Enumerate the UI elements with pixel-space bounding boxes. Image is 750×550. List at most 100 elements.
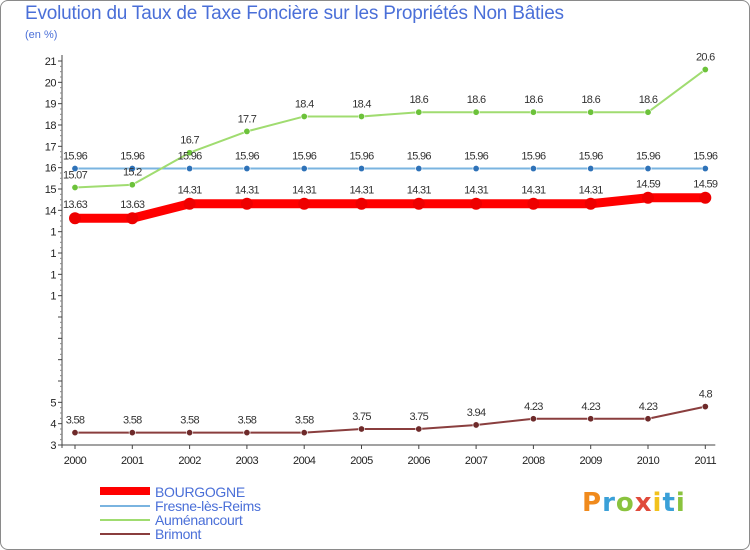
data-label-fresne-les-reims: 15.96 [407,151,432,163]
y-tick-label: 20 [45,77,57,89]
data-label-aumenancourt: 16.7 [180,135,199,147]
data-point-aumenancourt [357,112,365,120]
x-tick-label: 2008 [522,455,545,467]
x-tick-label: 2011 [694,455,716,467]
data-label-bourgogne: 14.59 [636,179,661,191]
data-point-bourgogne [240,197,253,210]
logo-letter: o [615,488,635,518]
data-point-brimont [243,429,251,437]
y-tick-label: 3 [50,440,56,452]
data-label-aumenancourt: 18.6 [524,94,543,106]
data-point-fresne-les-reims [415,165,423,173]
y-tick-label: 16 [45,163,57,175]
data-label-bourgogne: 13.63 [120,199,145,211]
data-label-bourgogne: 14.31 [521,185,546,197]
y-tick-label: 14 [45,205,57,217]
data-label-fresne-les-reims: 15.96 [693,151,718,163]
data-point-aumenancourt [71,184,79,192]
data-point-brimont [357,425,365,433]
data-point-brimont [415,425,423,433]
data-point-fresne-les-reims [529,165,537,173]
data-label-fresne-les-reims: 15.96 [349,151,374,163]
data-point-fresne-les-reims [644,165,652,173]
legend-label-brimont: Brimont [155,526,202,542]
series-line-brimont [74,405,707,434]
data-point-fresne-les-reims [186,165,194,173]
data-label-bourgogne: 14.31 [579,185,604,197]
data-point-fresne-les-reims [472,165,480,173]
data-label-fresne-les-reims: 15.96 [120,151,145,163]
logo-letter: t [662,488,676,518]
data-label-bourgogne: 14.31 [464,185,489,197]
data-label-brimont: 4.23 [581,401,600,413]
legend-swatch-bourgogne [100,487,150,495]
y-tick-label: 1 [50,248,56,260]
y-tick-label: 5 [50,397,56,409]
data-label-fresne-les-reims: 15.96 [292,151,317,163]
data-label-brimont: 3.75 [409,411,428,423]
data-label-aumenancourt: 18.4 [352,98,371,110]
data-point-brimont [186,429,194,437]
data-point-aumenancourt [415,108,423,116]
x-tick-label: 2009 [579,455,602,467]
data-label-aumenancourt: 15.2 [123,167,142,179]
data-point-bourgogne [183,197,196,210]
data-label-bourgogne: 14.31 [292,185,317,197]
data-point-bourgogne [126,212,139,225]
data-point-brimont [300,429,308,437]
data-point-fresne-les-reims [357,165,365,173]
logo-letter: x [634,488,653,518]
data-point-bourgogne [584,197,597,210]
data-label-brimont: 4.23 [639,401,658,413]
series-line-aumenancourt [74,68,707,189]
x-tick-label: 2007 [465,455,488,467]
x-tick-label: 2001 [121,455,144,467]
data-point-bourgogne [412,197,425,210]
data-label-aumenancourt: 18.6 [639,94,658,106]
legend-swatch-aumenancourt [100,519,150,521]
data-point-fresne-les-reims [128,165,136,173]
data-point-aumenancourt [128,181,136,189]
data-point-fresne-les-reims [243,165,251,173]
data-point-bourgogne [470,197,483,210]
y-tick-label: 1 [50,227,56,239]
data-label-fresne-les-reims: 15.96 [178,151,203,163]
x-tick-label: 2000 [64,455,87,467]
data-point-aumenancourt [472,108,480,116]
data-point-brimont [128,429,136,437]
data-label-aumenancourt: 18.6 [467,94,486,106]
legend-label-fresne-les-reims: Fresne-lès-Reims [155,498,261,514]
data-label-fresne-les-reims: 15.96 [464,151,489,163]
data-point-bourgogne [355,197,368,210]
data-point-fresne-les-reims [300,165,308,173]
y-tick-label: 1 [50,269,56,281]
data-label-brimont: 3.58 [238,415,257,427]
data-label-brimont: 3.58 [180,415,199,427]
data-label-bourgogne: 14.31 [407,185,432,197]
data-point-bourgogne [69,212,81,225]
data-point-brimont [472,421,480,429]
legend-label-aumenancourt: Auménancourt [155,512,243,528]
data-label-bourgogne: 14.31 [178,185,203,197]
y-tick-label: 17 [45,141,57,153]
x-tick-label: 2004 [293,455,316,467]
data-point-aumenancourt [529,108,537,116]
data-point-aumenancourt [701,66,709,74]
x-tick-label: 2002 [178,455,201,467]
y-tick-label: 4 [50,419,56,431]
chart-title: Evolution du Taux de Taxe Foncière sur l… [25,3,564,24]
data-label-aumenancourt: 18.6 [581,94,600,106]
y-tick-label: 18 [45,120,57,132]
data-point-aumenancourt [587,108,595,116]
data-label-bourgogne: 14.59 [693,179,718,191]
data-label-brimont: 3.94 [467,407,486,419]
data-label-bourgogne: 13.63 [63,199,88,211]
data-label-fresne-les-reims: 15.96 [636,151,661,163]
y-tick-label: 1 [50,291,56,303]
logo-letter: P [582,488,603,518]
data-point-bourgogne [527,197,540,210]
logo-letter: i [675,488,686,518]
data-point-fresne-les-reims [71,165,79,173]
data-point-brimont [71,429,79,437]
